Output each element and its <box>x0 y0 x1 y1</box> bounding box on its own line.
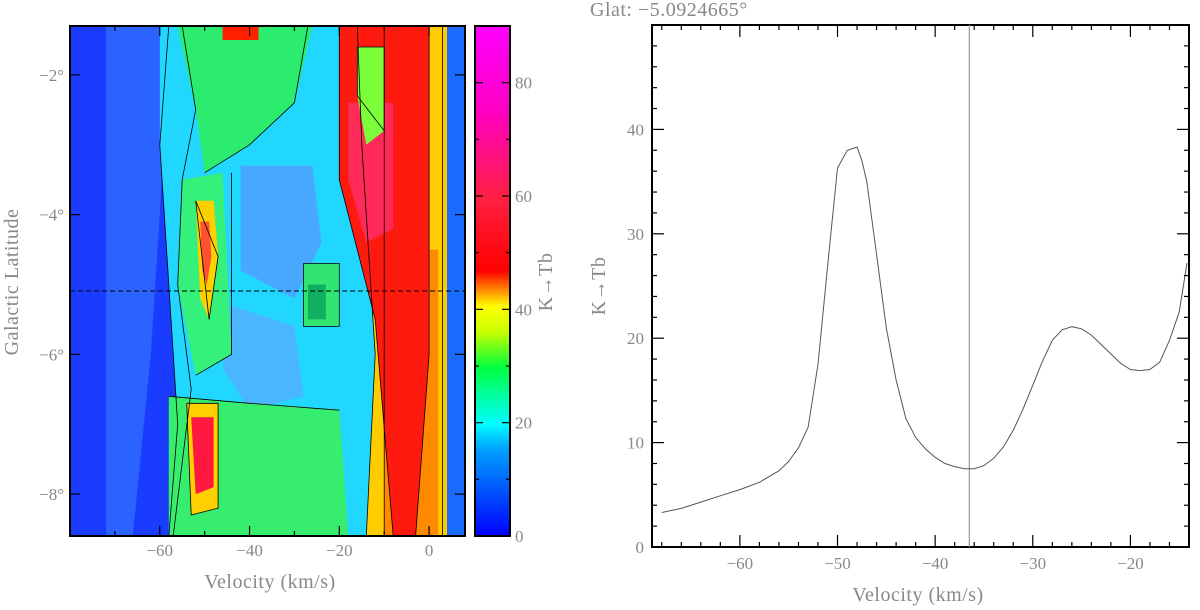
colorbar-label: K→Tb <box>535 253 557 312</box>
x-tick-label: 0 <box>425 541 434 560</box>
heatmap-band-blue <box>105 26 169 536</box>
x-tick-label: −20 <box>326 541 353 560</box>
y-tick-label: −4° <box>39 206 64 225</box>
x-tick-label: −40 <box>922 554 949 573</box>
colorbar-tick-label: 0 <box>515 527 524 546</box>
spectrum-ticks: −60 −50 −40 −30 −20 0 10 20 30 40 <box>627 25 1190 573</box>
heatmap-clump <box>307 284 326 320</box>
spectrum-title: Glat: −5.0924665° <box>590 0 748 21</box>
y-tick-label: 40 <box>627 120 644 139</box>
x-tick-label: −60 <box>727 554 754 573</box>
colorbar-ticks: 0 20 40 60 80 <box>475 25 532 546</box>
heatmap-x-axis-label: Velocity (km/s) <box>204 571 335 593</box>
heatmap-panel: −60 −40 −20 0 −2° −4° −6° −8° Velocity (km/s) G… <box>1 25 557 593</box>
heatmap-image <box>70 26 465 536</box>
x-tick-label: −30 <box>1019 554 1046 573</box>
heatmap-y-axis-label: Galactic Latitude <box>1 209 23 356</box>
spectrum-line <box>661 146 1188 513</box>
contour-line <box>204 26 309 174</box>
heatmap-contours <box>159 26 443 536</box>
colorbar-tick-label: 40 <box>515 300 532 319</box>
contour-line <box>356 46 385 132</box>
contour-line <box>195 200 219 320</box>
colorbar-tick-label: 80 <box>515 74 532 93</box>
heatmap-band-green <box>177 26 313 173</box>
spectrum-x-axis-label: Velocity (km/s) <box>852 584 983 606</box>
contour-line <box>168 395 340 411</box>
heatmap-band-green <box>357 47 385 145</box>
y-tick-label: 30 <box>627 225 644 244</box>
spectrum-panel: Glat: −5.0924665° −60 −50 −40 −30 −20 0 10 20 30… <box>588 0 1190 606</box>
heatmap-band-blue <box>447 26 465 536</box>
heatmap-band-pink <box>348 102 394 243</box>
colorbar <box>474 25 511 537</box>
colorbar-tick-label: 20 <box>515 414 532 433</box>
spectrum-frame <box>651 24 1190 548</box>
y-tick-label: 0 <box>636 538 645 557</box>
contour-line <box>172 26 197 536</box>
contour-line <box>186 402 219 516</box>
contour-line <box>303 263 340 327</box>
contour-line <box>415 26 430 536</box>
heatmap-patch-blue <box>222 305 304 411</box>
contour-line <box>356 26 376 536</box>
x-tick-label: −50 <box>824 554 851 573</box>
spectrum-y-axis-label: K→Tb <box>588 257 610 316</box>
y-tick-label: 10 <box>627 434 644 453</box>
colorbar-tick-label: 60 <box>515 187 532 206</box>
x-tick-label: −60 <box>146 541 173 560</box>
heatmap-clump <box>191 417 214 495</box>
contour-line <box>195 172 232 376</box>
x-tick-label: −20 <box>1117 554 1144 573</box>
y-tick-label: −8° <box>39 485 64 504</box>
heatmap-ticks: −60 −40 −20 0 −2° −4° −6° −8° <box>39 26 465 560</box>
heatmap-patch-blue <box>240 165 322 299</box>
x-tick-label: −40 <box>236 541 263 560</box>
y-tick-label: 20 <box>627 329 644 348</box>
y-tick-label: −6° <box>39 345 64 364</box>
contour-line <box>159 26 179 536</box>
heatmap-frame <box>69 25 466 537</box>
heatmap-clump <box>222 26 259 40</box>
y-tick-label: −2° <box>39 66 64 85</box>
